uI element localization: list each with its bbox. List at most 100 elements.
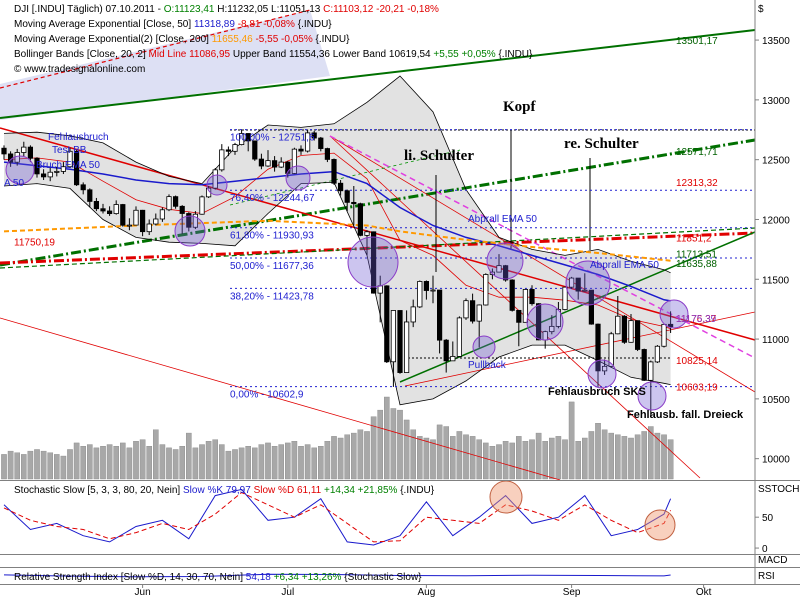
candle-body [298,148,304,152]
fib-label: 0,00% - 10602,9 [230,390,304,401]
candle-body [126,224,132,227]
volume-bar [568,401,575,480]
volume-bar [199,444,205,480]
candle-body [522,289,529,323]
candle-body [562,286,568,310]
volume-bar [179,446,186,480]
volume-bar [430,439,436,480]
volume-bar [172,449,179,480]
legend-entry: Moving Average Exponential(2) [Close, 20… [14,34,350,45]
highlight [285,165,311,191]
candle-body [47,171,53,178]
highlight [5,155,35,185]
volume-bar [588,431,595,480]
candle-body [139,209,146,233]
candle-body [516,309,522,323]
volume-bar [469,436,476,480]
annotation: A 50 [4,178,24,189]
candle-body [74,150,80,186]
candle-body [390,310,397,363]
y-tick-label: 50 [762,513,774,524]
candle-body [113,204,119,215]
volume-bar [324,441,331,480]
volume-bar [152,429,159,480]
volume-bar [377,409,384,480]
volume-bar [384,396,390,480]
volume-bar [595,423,601,480]
candle-body [21,146,27,153]
legend-part: Slow %D 61,11 [254,485,322,496]
candle-body [252,140,258,160]
bollinger-lower [3,181,671,406]
volume-bar [509,442,516,480]
volume-bar [648,426,654,480]
volume-bar [489,446,496,480]
volume-bar [575,441,581,480]
candle-body [271,160,278,168]
legend-part: 11318,89 [194,19,235,30]
volume-bar [232,449,238,480]
candle-body [403,321,410,373]
candle-body [483,274,489,306]
volume-bar [278,444,285,480]
volume-bar [21,454,27,480]
legend-part: DJI [.INDU] Täglich) 07.10.2011 - [14,4,161,15]
candle-body [133,209,139,226]
candle-body [344,190,350,203]
legend-part: © www.tradesignalonline.com [14,64,145,75]
volume-bar [212,439,219,480]
highlight [644,509,676,541]
price-label: 12571,71 [676,147,718,158]
indicator-line [3,491,672,543]
volume-bar [529,439,535,480]
candle-body [318,137,324,149]
y-tick-label: 11500 [762,275,790,286]
candle-body [502,265,509,281]
indicator-line [3,573,671,578]
volume-bar [450,436,456,480]
volume-bar [285,442,291,480]
legend-part: Slow %K 79,97 [183,485,251,496]
highlight [347,236,399,288]
candle-body [588,289,595,325]
annotation: Abprall EMA 50 [468,214,537,225]
legend-part: {.INDU} [316,34,351,45]
candle-body [529,289,535,305]
volume-bar [73,442,80,480]
volume-bar [608,432,614,480]
price-label: 11713,51 [676,250,717,261]
volume-bar [304,444,311,480]
y-tick-label: 0 [762,544,768,555]
candle-body [602,365,608,372]
bollinger-mid [3,152,671,330]
indicator-line [3,488,672,546]
volume-bar [318,446,324,480]
volume-bar [549,437,555,480]
annotation: Pullback [468,360,507,371]
volume-bar [615,434,621,480]
candle-body [635,320,641,350]
volume-bar [133,441,139,480]
fib-label: 50,00% - 11677,36 [230,261,314,272]
volume-bar [14,452,21,480]
volume-bar [621,436,628,480]
volume-bar [661,434,667,480]
candle-body [569,277,575,288]
volume-bar [516,436,522,480]
candle-body [509,279,515,311]
candle-body [199,196,205,215]
candle-body [536,303,542,341]
panel-label: MACD [758,555,787,566]
legend-part: 11655,46 [212,34,253,45]
volume-bar [106,444,113,480]
data-layer [1,75,755,578]
candle-body [463,300,469,319]
x-tick-label: Jul [281,587,294,598]
candle-body [549,325,555,333]
candle-body [107,210,113,215]
volume-bar [423,437,430,480]
fib-label: 61,80% - 11930,93 [230,231,314,242]
y-tick-label: 12500 [762,156,790,167]
annotation: Test BB [52,145,87,156]
